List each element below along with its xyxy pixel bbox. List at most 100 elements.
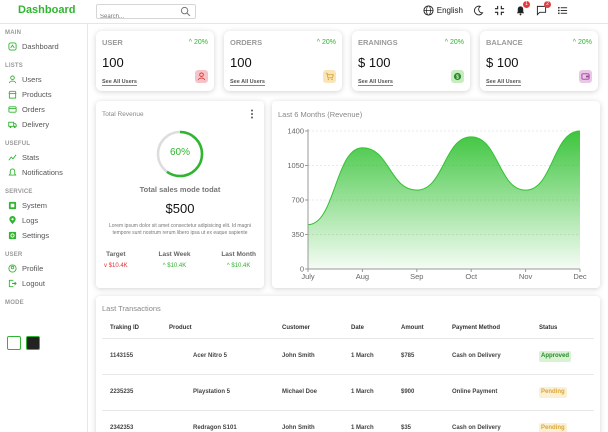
widget-percentage: ^ 20% — [188, 39, 208, 46]
cell-product: Redragon S101 — [193, 425, 237, 431]
card-subtitle: Total sales mode todat — [139, 185, 221, 194]
list-icon[interactable] — [557, 5, 568, 16]
table-row[interactable]: 2235235 Playstation 5 Michael Doe 1 Marc… — [102, 374, 594, 408]
notifications-button[interactable]: 1 — [515, 1, 530, 16]
summary-target: Target v $10.4K — [104, 251, 128, 269]
sidebar-item-label: Dashboard — [22, 42, 59, 51]
table-row[interactable]: 1143155 Acer Nitro 5 John Smith 1 March … — [102, 338, 594, 372]
sidebar-item-notifications[interactable]: Notifications — [8, 168, 63, 177]
widget-value: 100 — [102, 55, 124, 70]
dollar-icon: $ — [451, 70, 464, 83]
dark-mode-button[interactable] — [26, 336, 40, 350]
sidebar-item-stats[interactable]: Stats — [8, 153, 39, 162]
widget-link[interactable]: See All Users — [102, 79, 137, 86]
total-revenue-card: Total Revenue 60% Total sales mode todat… — [96, 101, 264, 288]
search-input[interactable] — [97, 10, 177, 24]
sidebar-item-label: Users — [22, 75, 42, 84]
section-title-service: SERVICE — [5, 189, 33, 195]
sidebar-item-label: Settings — [22, 231, 50, 240]
chevron-up-icon: ^ — [188, 39, 193, 46]
sidebar-item-profile[interactable]: Profile — [8, 264, 43, 273]
sidebar-item-logs[interactable]: Logs — [8, 216, 38, 225]
card-amount: $500 — [165, 201, 195, 216]
cell-amount: $785 — [401, 353, 415, 359]
sidebar-item-products[interactable]: Products — [8, 90, 52, 99]
progress-label: 60% — [169, 147, 190, 158]
header-cell: Status — [539, 325, 558, 331]
sidebar-item-orders[interactable]: Orders — [8, 105, 45, 114]
cell-customer: John Smith — [282, 425, 315, 431]
top-bar: Dashboard English 1 — [0, 0, 608, 24]
more-vert-icon[interactable] — [250, 109, 254, 119]
sidebar-item-system[interactable]: System — [8, 201, 47, 210]
logout-icon — [8, 279, 17, 288]
chevron-down-icon: v — [104, 263, 107, 269]
chevron-up-icon: ^ — [226, 263, 230, 269]
light-mode-button[interactable] — [7, 336, 21, 350]
search-icon[interactable] — [180, 6, 191, 17]
top-actions: English 1 2 — [423, 1, 568, 16]
header-cell: Payment Method — [452, 325, 501, 331]
progress-ring — [156, 130, 204, 178]
widget-percentage: ^ 20% — [444, 39, 464, 46]
x-tick-label: July — [301, 272, 315, 281]
cell-date: 1 March — [351, 425, 374, 431]
table-row[interactable]: 2342353 Redragon S101 John Smith 1 March… — [102, 410, 594, 432]
sidebar-item-label: Profile — [22, 264, 44, 273]
y-tick-label: 1400 — [287, 127, 304, 136]
wallet-icon — [579, 70, 592, 83]
series-line — [307, 130, 581, 226]
truck-icon — [8, 121, 17, 129]
messages-button[interactable]: 2 — [536, 1, 551, 16]
sidebar-item-logout[interactable]: Logout — [8, 279, 45, 288]
widget-percentage: ^ 20% — [572, 39, 592, 46]
dashboard-icon — [8, 42, 17, 51]
search-box — [96, 4, 196, 24]
header-cell: Traking ID — [110, 325, 140, 331]
stats-icon — [8, 154, 17, 161]
app-logo[interactable]: Dashboard — [18, 4, 76, 16]
store-icon — [8, 90, 17, 99]
notifications-badge: 1 — [523, 1, 530, 8]
sidebar-item-dashboard[interactable]: Dashboard — [8, 42, 59, 51]
sidebar-item-label: Stats — [22, 153, 40, 162]
cell-id: 2235235 — [110, 389, 134, 395]
status-badge: Pending — [539, 387, 567, 398]
language-label: English — [436, 6, 463, 15]
cell-id: 1143155 — [110, 353, 134, 359]
widget-link[interactable]: See All Users — [486, 79, 521, 86]
sidebar-item-label: Orders — [22, 105, 45, 114]
widget-link[interactable]: See All Users — [358, 79, 393, 86]
dark-mode-icon[interactable] — [473, 5, 484, 16]
summary-title: Last Week — [158, 251, 191, 258]
header-cell: Product — [169, 325, 192, 331]
profile-icon — [8, 264, 17, 273]
user-icon — [195, 70, 208, 83]
section-title-lists: LISTS — [5, 63, 24, 69]
sidebar-item-delivery[interactable]: Delivery — [8, 120, 49, 129]
chevron-up-icon: ^ — [572, 39, 577, 46]
widget-value: $ 100 — [358, 55, 391, 70]
header-cell: Amount — [401, 325, 424, 331]
cell-method: Cash on Delivery — [452, 425, 501, 431]
language-selector[interactable]: English — [423, 5, 463, 16]
sidebar-item-settings[interactable]: Settings — [8, 231, 49, 240]
sidebar-item-users[interactable]: Users — [8, 75, 42, 84]
bell-icon — [516, 6, 525, 16]
widget-link[interactable]: See All Users — [230, 79, 265, 86]
section-title-user: USER — [5, 252, 23, 258]
messages-badge: 2 — [544, 1, 551, 8]
summary-value: ^ $10.4K — [226, 263, 251, 269]
cart-icon — [323, 70, 336, 83]
cell-amount: $35 — [401, 425, 412, 431]
x-tick-label: Sep — [410, 272, 423, 281]
widget-value: 100 — [230, 55, 252, 70]
cell-product: Playstation 5 — [193, 389, 231, 395]
x-tick-label: Oct — [465, 272, 478, 281]
chevron-up-icon: ^ — [316, 39, 321, 46]
header-cell: Date — [351, 325, 365, 331]
cell-amount: $900 — [401, 389, 415, 395]
fullscreen-exit-icon[interactable] — [494, 5, 505, 16]
sidebar-item-label: Logout — [22, 279, 45, 288]
logs-icon — [9, 216, 16, 225]
